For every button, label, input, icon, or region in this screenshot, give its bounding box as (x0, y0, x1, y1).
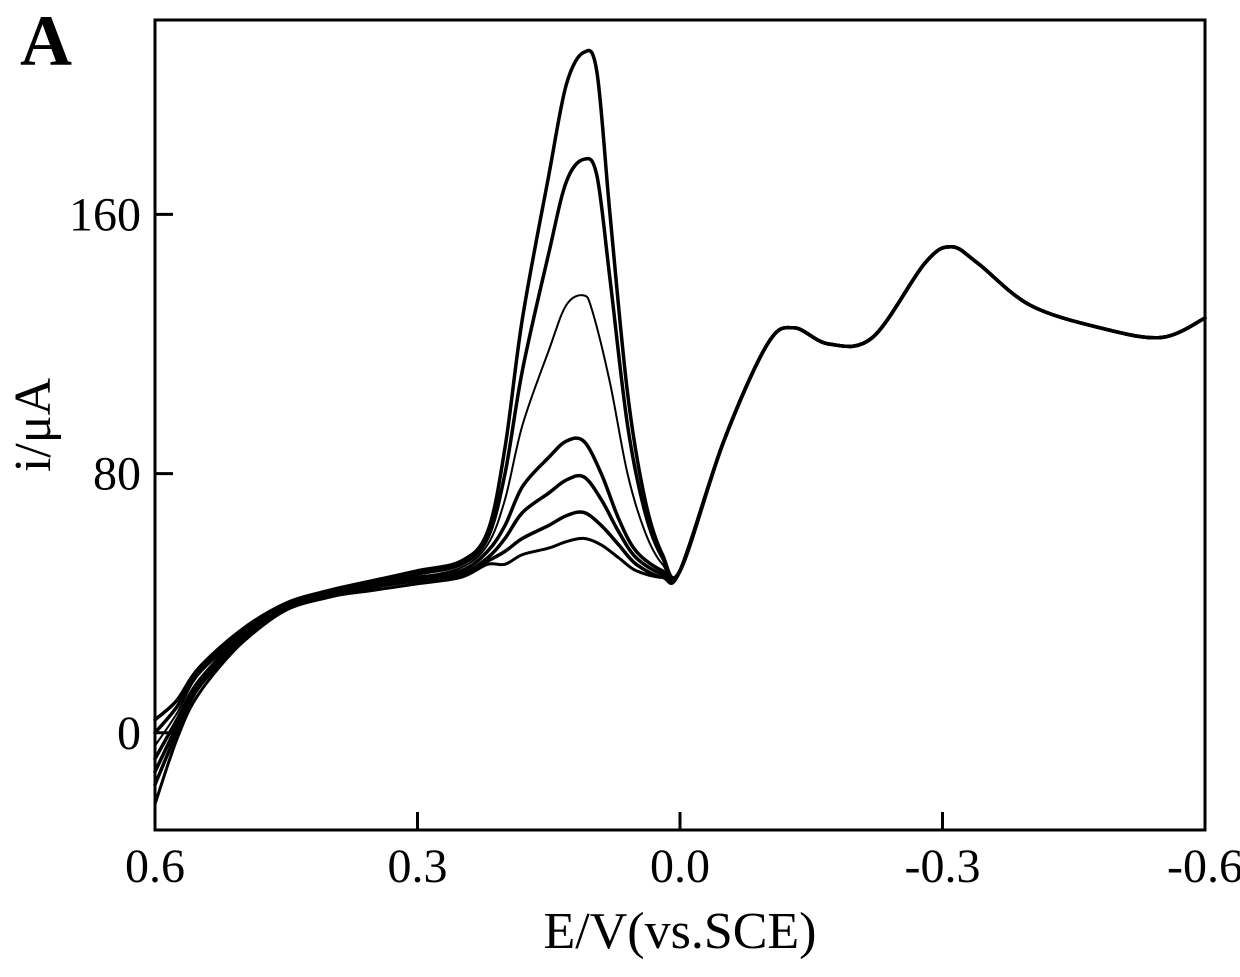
y-axis-label: i/μA (5, 377, 62, 472)
y-tick-label: 80 (93, 448, 141, 501)
panel-label: A (20, 0, 72, 83)
chart-svg: 0.6 0.3 0.0 -0.3 -0.6 0 80 160 E/V(vs.SCE) i/μA (0, 0, 1240, 977)
y-tick-label: 160 (69, 188, 141, 241)
x-axis-label: E/V(vs.SCE) (544, 903, 817, 960)
y-tick-label: 0 (117, 707, 141, 760)
x-tick-label: 0.6 (125, 840, 185, 893)
chart-container: A 0.6 0.3 0.0 -0.3 -0.6 0 80 160 E/V(vs.SCE) i/μA (0, 0, 1240, 977)
x-tick-label: -0.3 (905, 840, 981, 893)
x-tick-label: 0.0 (650, 840, 710, 893)
x-tick-label: 0.3 (388, 840, 448, 893)
x-tick-label: -0.6 (1167, 840, 1240, 893)
